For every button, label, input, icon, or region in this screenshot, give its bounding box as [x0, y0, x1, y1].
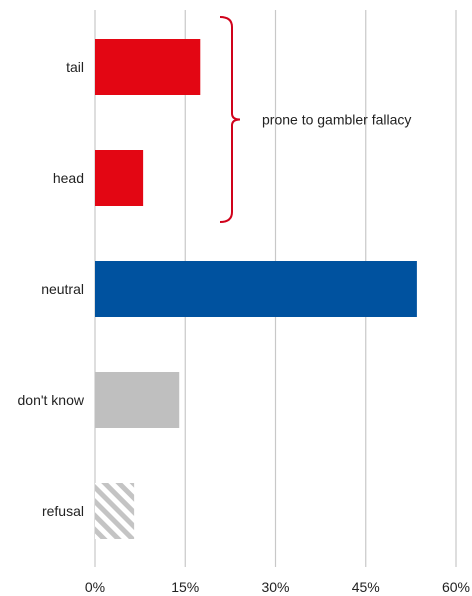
bar	[95, 261, 417, 317]
x-tick-label: 15%	[171, 579, 199, 595]
annotation-text: prone to gambler fallacy	[262, 112, 411, 128]
x-tick-label: 60%	[442, 579, 470, 595]
category-label: refusal	[42, 503, 84, 519]
bar	[95, 150, 144, 206]
bar	[95, 372, 180, 428]
bracket	[219, 16, 241, 223]
x-tick-label: 45%	[352, 579, 380, 595]
category-label: don't know	[18, 392, 85, 408]
annotation: prone to gambler fallacy	[219, 16, 411, 223]
category-label: neutral	[41, 281, 84, 297]
category-labels: tail head neutral don't know refusal	[18, 59, 85, 519]
x-tick-label: 0%	[85, 579, 105, 595]
bar	[95, 483, 135, 539]
category-label: head	[53, 170, 84, 186]
bar	[95, 39, 201, 95]
bars	[95, 39, 417, 539]
x-tick-label: 30%	[261, 579, 289, 595]
x-tick-labels: 0% 15% 30% 45% 60%	[85, 579, 470, 595]
category-label: tail	[66, 59, 84, 75]
